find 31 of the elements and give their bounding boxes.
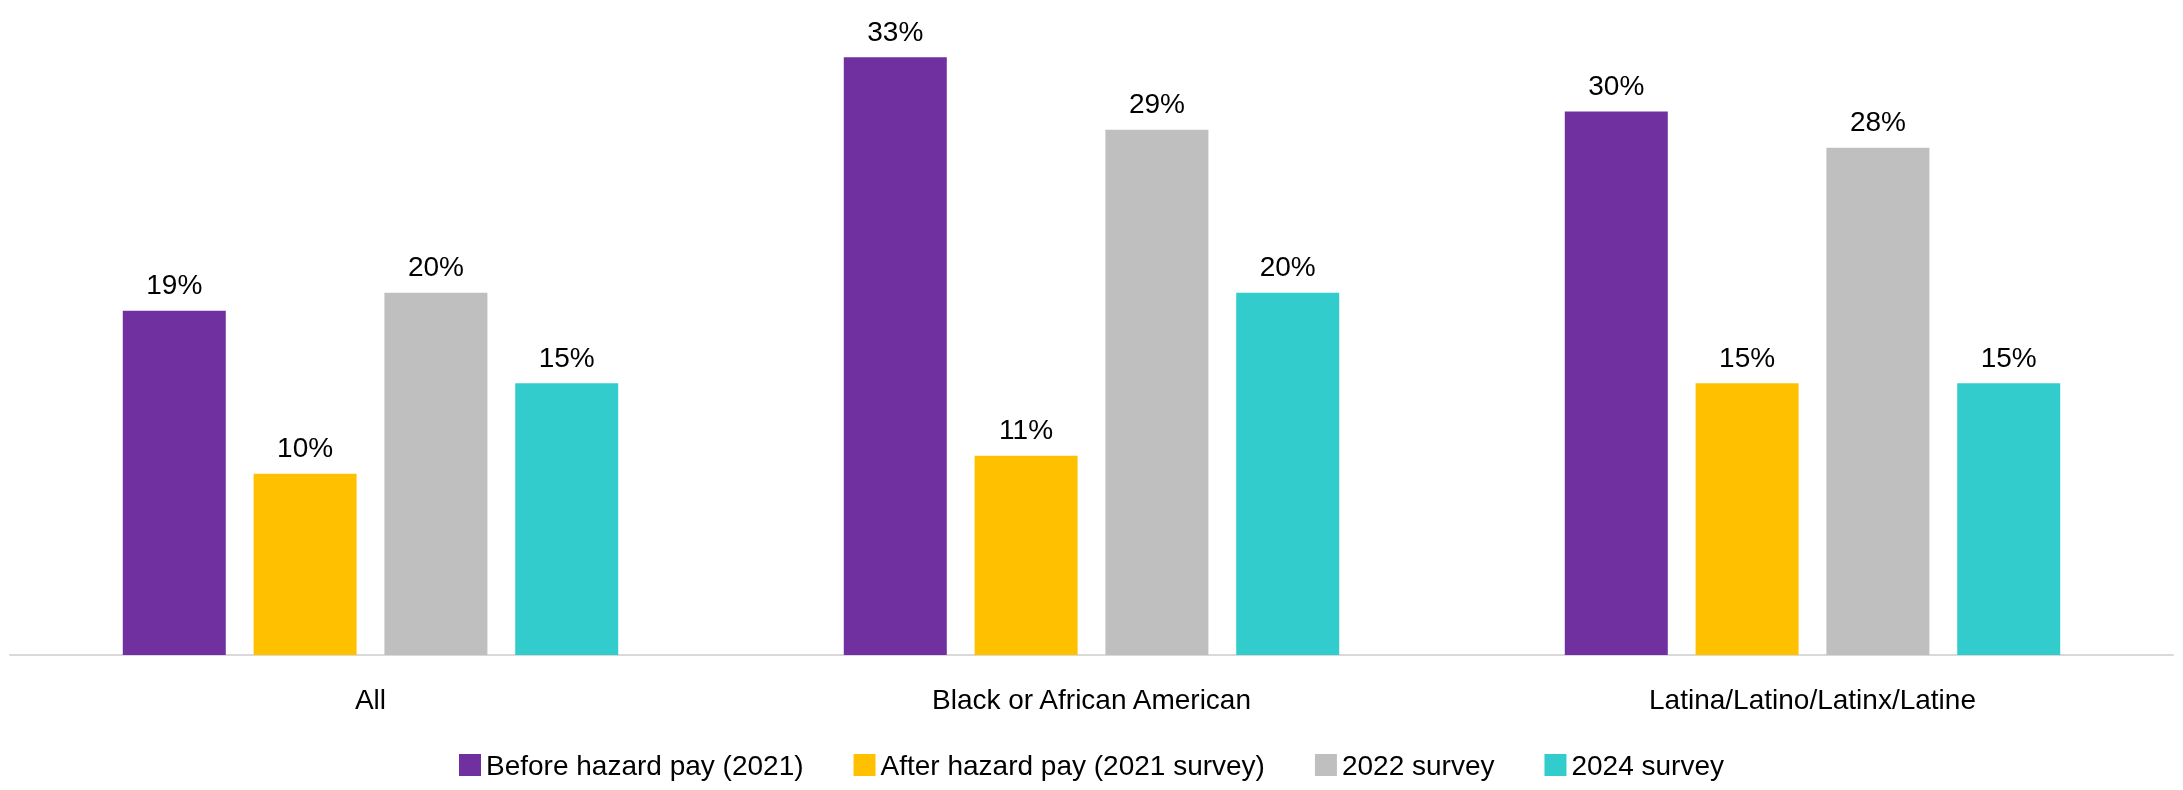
bar (384, 292, 488, 655)
data-label: 20% (1259, 251, 1316, 283)
x-tick-label: Latina/Latino/Latinx/Latine (1649, 683, 1976, 715)
bar (974, 455, 1078, 655)
data-label: 15% (1719, 341, 1776, 373)
data-label: 30% (1588, 70, 1645, 102)
bar (1826, 147, 1930, 655)
legend-label: After hazard pay (2021 survey) (880, 749, 1265, 781)
data-label: 15% (1980, 341, 2037, 373)
bar (122, 310, 226, 655)
data-label: 19% (146, 269, 203, 301)
legend-label: 2024 survey (1571, 749, 1725, 781)
legend-label: 2022 survey (1341, 749, 1495, 781)
data-label: 20% (407, 251, 464, 283)
data-label: 15% (538, 341, 595, 373)
bar (1564, 111, 1668, 655)
bar (1236, 292, 1340, 655)
legend-label: Before hazard pay (2021) (485, 749, 804, 781)
data-label: 10% (277, 432, 334, 464)
bar (1105, 129, 1209, 655)
data-label: 29% (1128, 88, 1185, 120)
bar (515, 383, 619, 655)
data-label: 11% (999, 414, 1054, 446)
bar (843, 57, 947, 655)
bar (253, 473, 357, 655)
x-tick-label: Black or African American (931, 683, 1252, 715)
bar (1957, 383, 2061, 655)
bar (1695, 383, 1799, 655)
x-tick-label: All (354, 683, 387, 715)
data-label: 33% (867, 15, 924, 47)
data-label: 28% (1849, 106, 1906, 138)
